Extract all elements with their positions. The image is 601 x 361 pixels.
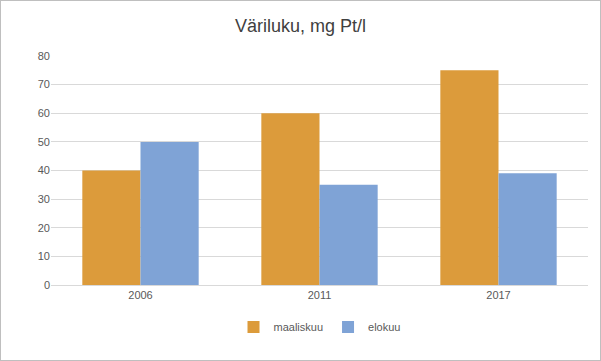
svg-text:70: 70 (38, 78, 50, 90)
svg-text:Väriluku, mg Pt/l: Väriluku, mg Pt/l (235, 16, 366, 36)
svg-text:30: 30 (38, 193, 50, 205)
svg-text:0: 0 (44, 279, 50, 291)
svg-text:80: 80 (38, 50, 50, 62)
svg-text:elokuu: elokuu (368, 321, 400, 333)
svg-text:50: 50 (38, 136, 50, 148)
svg-text:maaliskuu: maaliskuu (274, 321, 324, 333)
svg-text:60: 60 (38, 107, 50, 119)
svg-text:2017: 2017 (486, 289, 510, 301)
svg-text:2011: 2011 (308, 289, 332, 301)
svg-text:2006: 2006 (128, 289, 152, 301)
svg-text:40: 40 (38, 164, 50, 176)
svg-text:20: 20 (38, 222, 50, 234)
svg-text:10: 10 (38, 250, 50, 262)
